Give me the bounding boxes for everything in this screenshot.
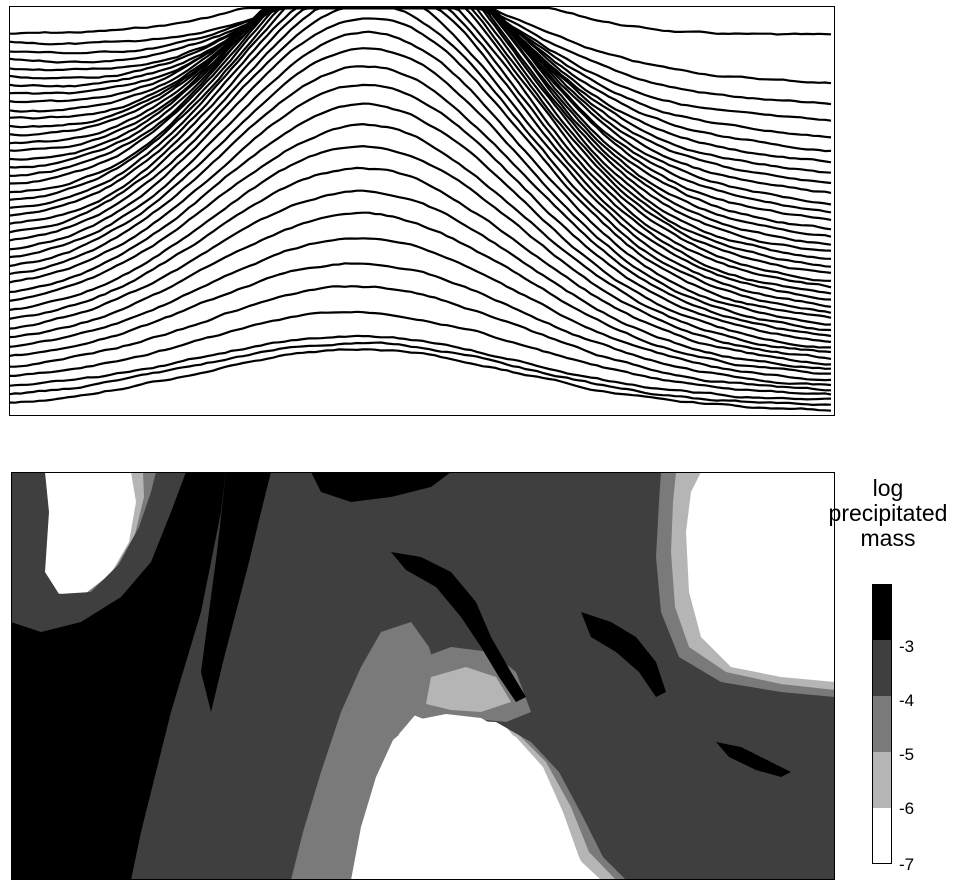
streamline [9,237,832,382]
colorbar-title: log precipitated mass [818,476,958,551]
streamline [9,262,832,387]
streamline [9,30,832,326]
colorbar-title-line-2: precipitated [828,500,948,526]
colorbar-tick-label: -5 [899,745,915,764]
colorbar [872,584,892,864]
streamline [9,285,831,392]
streamline-plot [9,6,835,416]
streamline [9,102,832,349]
streamline [9,166,832,366]
colorbar-tick-label: -3 [899,637,915,656]
colorbar-outline [872,584,892,864]
level-black-streak-middle [391,552,526,702]
level-white-core [351,714,591,880]
level-black-streak-right [581,612,666,697]
precipitated-mass-map [11,472,835,880]
streamline [9,211,831,375]
streamline [9,6,832,308]
streamline [9,6,832,314]
streamline [9,145,832,360]
streamline [9,47,832,332]
colorbar-title-line-1: log [872,475,904,501]
colorbar-swatch [872,696,892,752]
level-light-grey-patch [426,667,511,712]
colorbar-tick-label: -4 [899,691,915,710]
level-black-streak-upper [201,472,271,712]
colorbar-swatch [872,640,892,696]
streamline [9,122,832,354]
streamline [9,310,832,396]
colorbar-tick-label: -6 [899,799,915,818]
streamline [9,189,832,370]
colorbar-swatch [872,584,892,640]
streamline [9,348,832,412]
streamline [9,334,832,401]
streamline [9,65,832,338]
colorbar-swatch [872,752,892,808]
streamline [9,341,832,406]
level-black-streak-top-middle [311,472,451,502]
streamline [9,17,832,319]
colorbar-swatch [872,808,892,864]
streamline [9,83,832,343]
level-black-streak-far-right [716,742,791,777]
colorbar-title-line-3: mass [860,525,916,551]
colorbar-tick-label: -7 [899,855,915,874]
map-frame [11,472,835,880]
level-black-region-left [11,472,226,880]
